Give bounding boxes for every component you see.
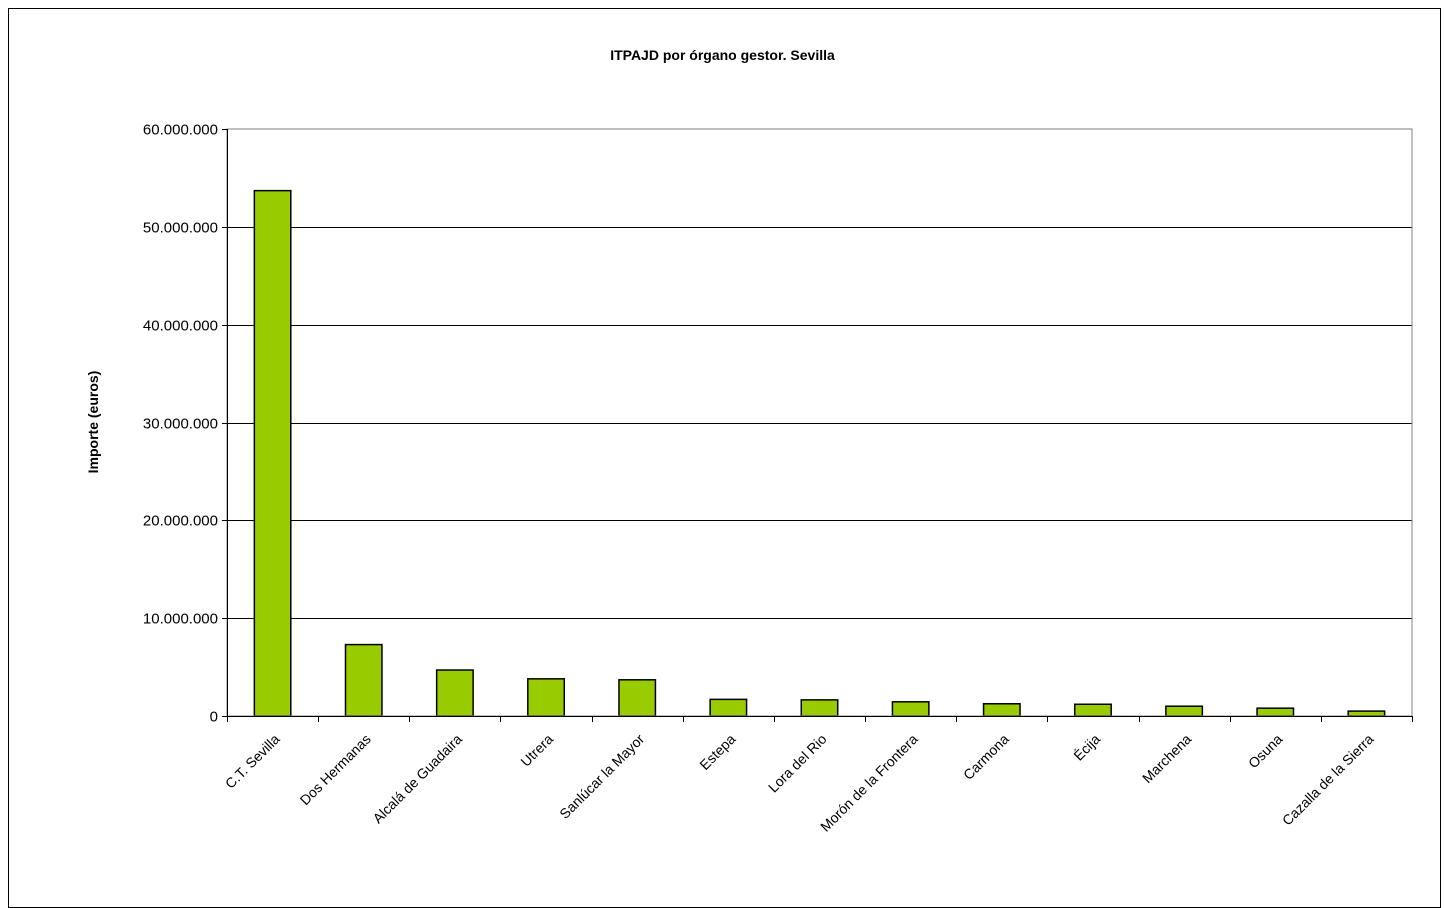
axis-labels: 0 10.000.000 20.000.000 30.000.000 40.000.00… (143, 122, 1377, 835)
y-tick-label: 20.000.000 (143, 513, 218, 530)
bar (527, 678, 566, 717)
bar (1256, 707, 1295, 717)
x-tick-label: Carmona (960, 731, 1012, 783)
bar (800, 699, 839, 717)
x-tick-label: Dos Hermanas (297, 731, 374, 808)
x-tick-label: Alcalá de Guadaira (369, 731, 465, 827)
bar (618, 679, 657, 717)
bar (891, 701, 930, 717)
bar (982, 703, 1021, 717)
bar (1165, 705, 1204, 717)
x-tick-label: Utrera (517, 731, 556, 770)
x-tick-label: Cazalla de la Sierra (1279, 731, 1377, 829)
bar (344, 643, 383, 717)
bar (1073, 703, 1112, 717)
y-tick-label: 60.000.000 (143, 122, 218, 139)
x-tick-label: Marchena (1139, 731, 1194, 786)
x-tick-label: Morón de la Frontera (817, 731, 921, 835)
gridlines (227, 227, 1412, 619)
y-tick-label: 40.000.000 (143, 318, 218, 335)
y-tick-label: 50.000.000 (143, 220, 218, 237)
x-tick-label: C.T. Sevilla (222, 731, 283, 792)
chart-frame (8, 8, 1441, 908)
bar (709, 698, 748, 717)
y-tick-label: 30.000.000 (143, 416, 218, 433)
x-tick-label: Lora del Rio (765, 731, 830, 796)
x-tick-label: Sanlúcar la Mayor (556, 731, 647, 822)
plot-area-border (226, 128, 1413, 717)
x-tick-label: Estepa (696, 731, 738, 773)
bar (1347, 710, 1386, 717)
x-tick-label: Écija (1070, 731, 1103, 764)
y-tick-label: 10.000.000 (143, 611, 218, 628)
bar (253, 189, 292, 717)
y-tick-label: 0 (210, 709, 218, 726)
chart-title: ITPAJD por órgano gestor. Sevilla (610, 47, 835, 63)
bars (253, 189, 1386, 717)
bar (435, 669, 474, 717)
axes (222, 128, 1413, 722)
x-tick-label: Osuna (1245, 731, 1286, 772)
